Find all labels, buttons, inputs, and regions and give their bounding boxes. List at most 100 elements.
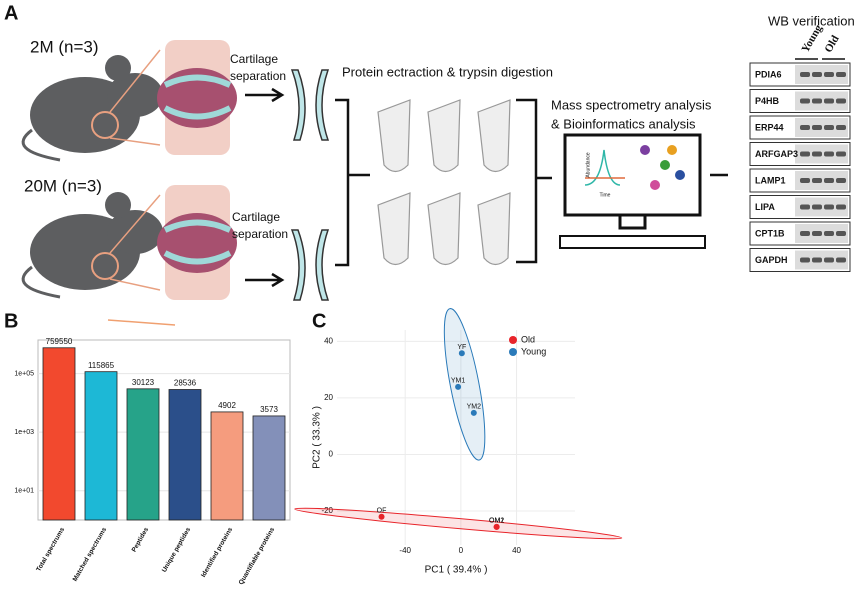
decoration [107, 319, 176, 326]
wb-band [812, 151, 822, 157]
x-tick-label: Quantifiable proteins [238, 526, 277, 586]
wb-protein: ARFGAP3 [755, 149, 798, 159]
group-label: 2M (n=3) [30, 37, 99, 56]
group-label: 20M (n=3) [24, 176, 102, 195]
wb-band [836, 231, 846, 236]
panel-label: A [4, 2, 18, 24]
mini-axis-label: Abundance [585, 152, 591, 178]
wb-band [824, 204, 834, 210]
step-label: & Bioinformatics analysis [551, 116, 696, 131]
value-label: 759550 [46, 337, 73, 346]
wb-band [824, 178, 834, 183]
legend-label: Young [521, 346, 546, 356]
wb-protein: ERP44 [755, 122, 784, 132]
y-tick-label: 20 [324, 393, 333, 402]
tubes [377, 99, 511, 266]
legend-swatch [509, 336, 517, 344]
wb-blots: PDIA6 P4HB ERP44 ARFGAP3 LAMP1 LIPA CPT1B GAPDH [749, 62, 851, 272]
y-tick-label: 1e+05 [14, 370, 34, 377]
value-label: 30123 [132, 378, 155, 387]
point [458, 350, 465, 357]
y-tick-label: 1e+01 [14, 488, 34, 495]
wb-band [836, 151, 846, 157]
value-label: 4902 [218, 401, 236, 410]
wb-band [836, 72, 846, 77]
confidence-ellipse [443, 308, 486, 461]
point-label: YM1 [451, 378, 466, 385]
x-tick-label: Identified proteins [200, 526, 234, 579]
bar [210, 411, 244, 521]
y-tick-label: 0 [329, 450, 334, 459]
legend-swatch [509, 348, 517, 356]
wb-protein: CPT1B [755, 228, 785, 238]
bar [252, 415, 286, 521]
wb-band [836, 98, 846, 104]
step-label: Mass spectrometry analysis [551, 97, 712, 112]
point-label: OM2 [489, 518, 504, 525]
wb-band [824, 151, 834, 157]
bar [168, 389, 202, 521]
step-label: Cartilage [232, 210, 280, 224]
wb-band [812, 257, 822, 263]
step-label: separation [230, 69, 286, 83]
y-tick-label: -20 [321, 506, 333, 515]
x-tick-label: 0 [459, 546, 464, 555]
wb-band [800, 231, 810, 236]
wb-protein: GAPDH [755, 255, 788, 265]
wb-band [812, 98, 822, 104]
wb-band [824, 257, 834, 263]
y-axis-label: PC2 ( 33.3% ) [312, 406, 323, 469]
x-tick-label: Matched spectrums [72, 526, 109, 583]
point [455, 383, 462, 390]
wb-band [812, 231, 822, 236]
wb-band [812, 72, 822, 77]
plot-area [337, 330, 575, 545]
confidence-ellipse [294, 507, 623, 540]
wb-band [836, 178, 846, 183]
x-tick-label: -40 [399, 546, 411, 555]
point-label: YM2 [467, 404, 482, 411]
y-tick-label: 1e+03 [14, 429, 34, 436]
wb-band [824, 72, 834, 77]
wb-protein: LIPA [755, 202, 775, 212]
mouse-illustrations [21, 40, 370, 301]
point [378, 513, 385, 520]
step-label: separation [232, 227, 288, 241]
wb-band [812, 204, 822, 210]
point-label: OF [377, 508, 387, 515]
wb-protein: P4HB [755, 96, 780, 106]
wb-band [800, 178, 810, 183]
bar [84, 371, 118, 521]
wb-band [836, 125, 846, 130]
bar [42, 347, 76, 521]
value-label: 28536 [174, 379, 197, 388]
y-tick-label: 40 [324, 336, 333, 345]
wb-band [824, 231, 834, 236]
x-tick-label: Unique peptides [161, 526, 193, 574]
panel-label: B [4, 310, 18, 332]
value-label: 115865 [88, 361, 115, 370]
legend-label: Old [521, 334, 535, 344]
point [470, 409, 477, 416]
point-label: OM1 [489, 518, 504, 525]
wb-band [800, 125, 810, 130]
wb-column: Old [822, 33, 841, 54]
wb-title: WB verification [768, 13, 855, 28]
panel-label: C [312, 310, 326, 332]
wb-band [800, 98, 810, 104]
point [493, 523, 500, 530]
wb-band [824, 98, 834, 104]
x-tick-label: Total spectrums [35, 526, 66, 573]
wb-band [836, 204, 846, 210]
step-label: Cartilage [230, 52, 278, 66]
wb-band [824, 125, 834, 130]
wb-band [812, 178, 822, 183]
charts: B 1e+01 1e+03 1e+05 759550 Total spectrums 115… [4, 308, 623, 586]
point-label: YF [457, 344, 466, 351]
wb-band [836, 257, 846, 263]
bar [126, 388, 160, 521]
wb-protein: PDIA6 [755, 69, 782, 79]
plot-area [37, 339, 291, 521]
x-tick-label: Peptides [131, 526, 151, 553]
